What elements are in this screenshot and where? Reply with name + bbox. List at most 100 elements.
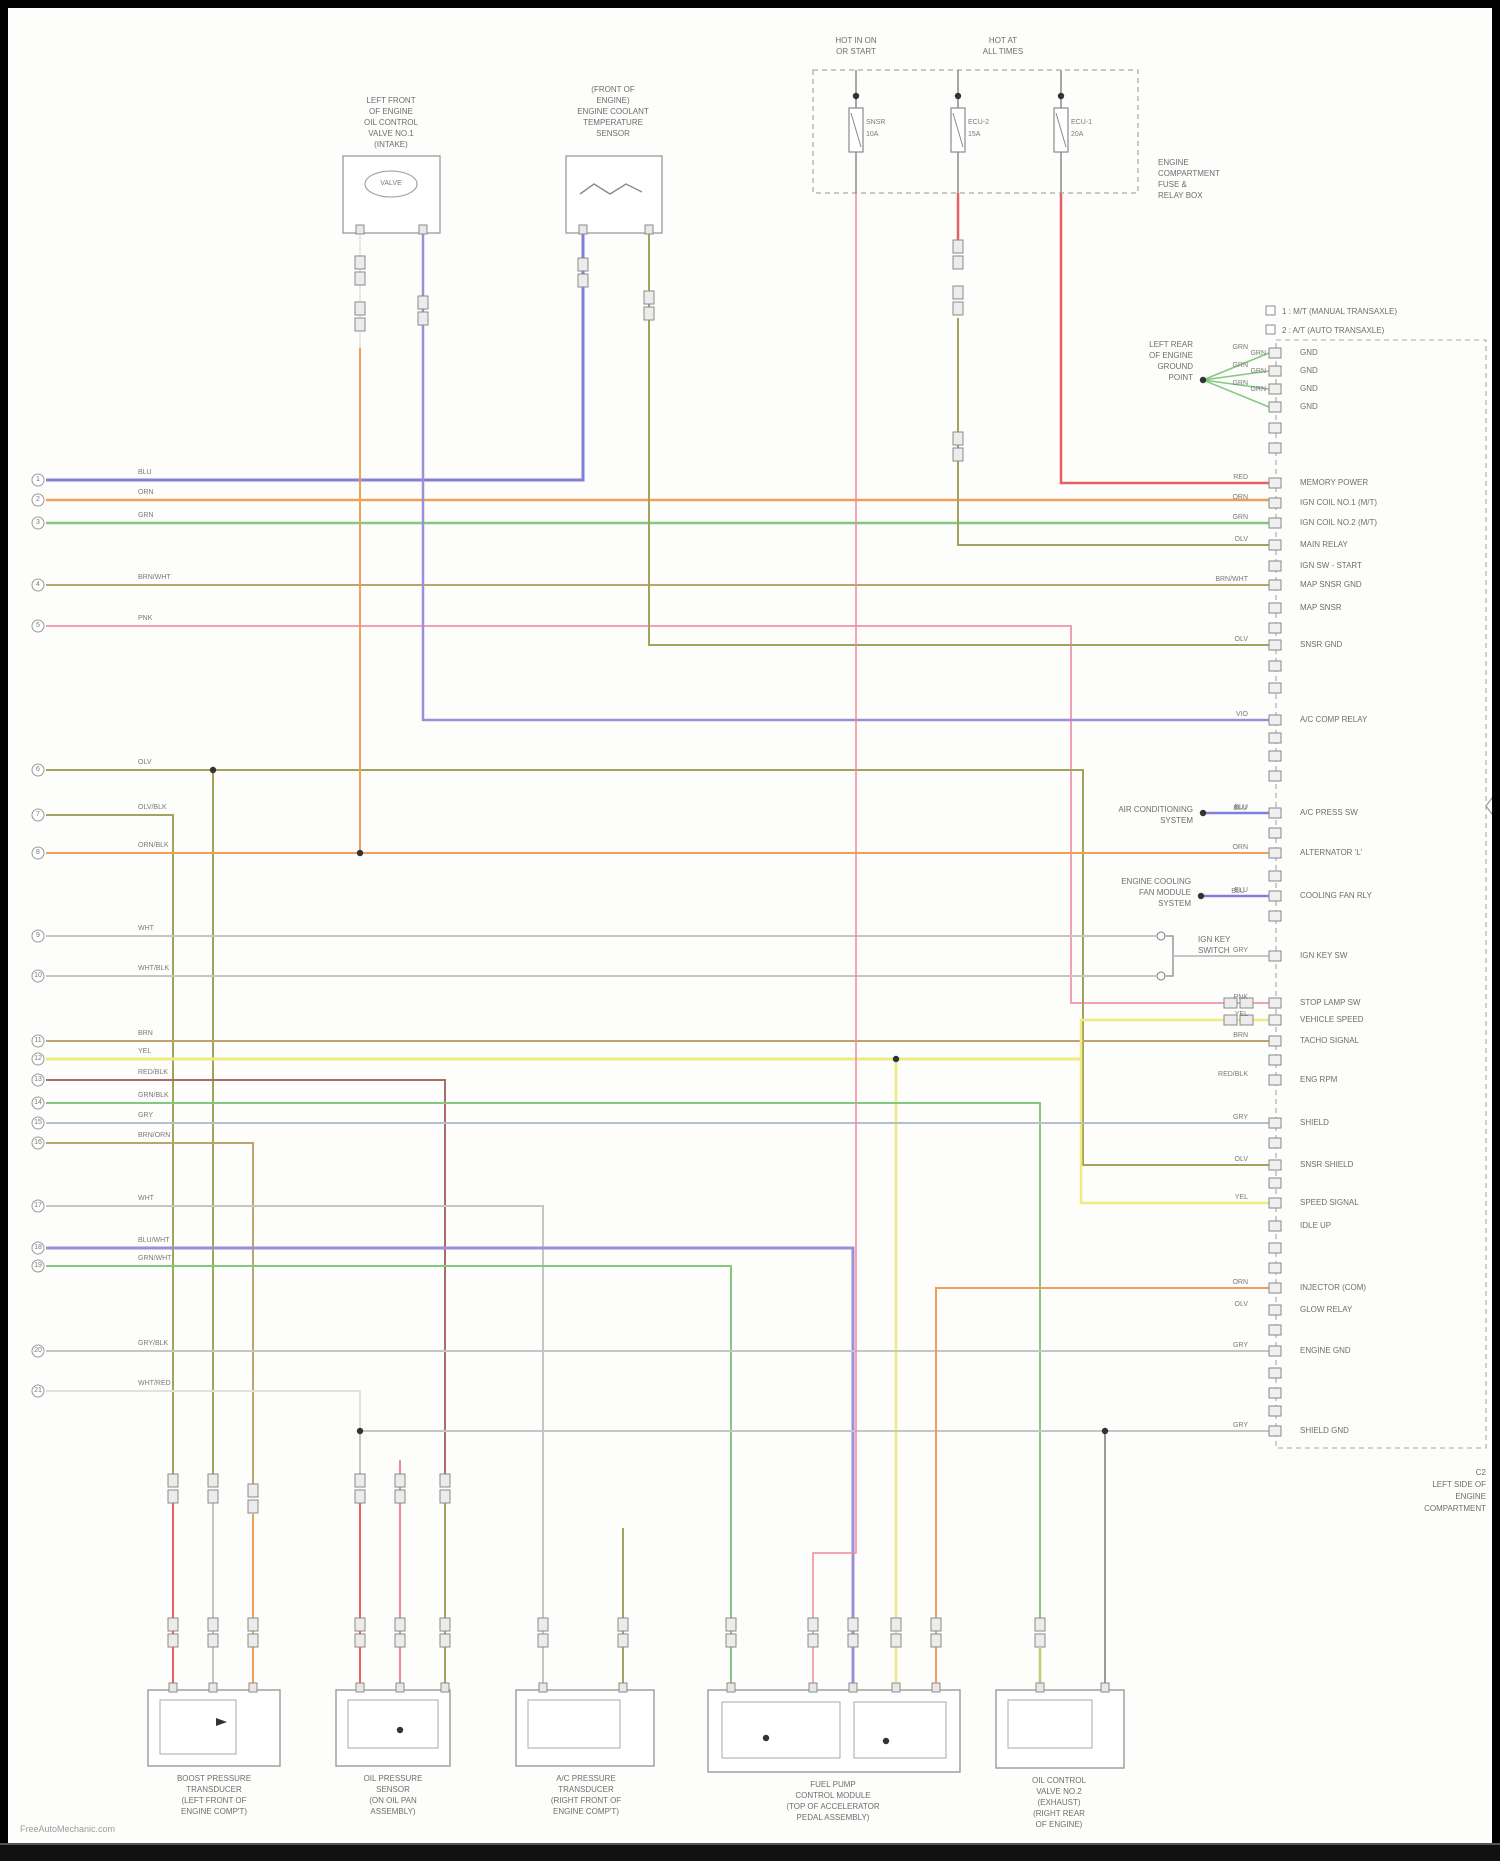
ground-callout: LEFT REAR — [1149, 340, 1193, 349]
stub-wire-color: GRY/BLK — [138, 1340, 169, 1347]
inline-connector — [807, 1633, 819, 1648]
component-label: TRANSDUCER — [558, 1785, 614, 1794]
junction-dot — [1197, 892, 1205, 900]
stub-number-circle — [31, 1241, 45, 1255]
pin-wire-color: GRN — [1232, 514, 1248, 521]
connector-pin — [1268, 1159, 1282, 1171]
connector-pin — [1268, 497, 1282, 509]
fuse-element — [952, 112, 964, 148]
inline-connector — [394, 1617, 406, 1632]
fuse-rating: 15A — [968, 131, 981, 138]
stub-number: 5 — [36, 622, 40, 629]
inline-connector — [394, 1633, 406, 1648]
pin-wire-color: BRN/WHT — [1215, 576, 1248, 583]
pin-wire-color: OLV — [1234, 536, 1249, 543]
stub-wire-color: ORN/BLK — [138, 842, 169, 849]
terminal-pin — [418, 224, 428, 235]
junction-dot — [1199, 376, 1207, 384]
connector-pin — [1268, 870, 1282, 882]
system-callout: SWITCH — [1198, 946, 1230, 955]
fuse-rating: 10A — [866, 131, 879, 138]
component-label: (EXHAUST) — [1037, 1798, 1081, 1807]
stub-number: 10 — [34, 972, 42, 979]
connector-pin — [1268, 1035, 1282, 1047]
inline-connector — [807, 1617, 819, 1632]
stub-number-circle — [31, 1259, 45, 1273]
stub-number-circle — [31, 1034, 45, 1048]
ground-callout: GROUND — [1157, 362, 1193, 371]
terminal-pin — [891, 1682, 901, 1693]
pin-wire-color: GRN — [1232, 344, 1248, 351]
fuse-element — [1055, 112, 1067, 148]
pin-signal-label: SPEED SIGNAL — [1300, 1198, 1359, 1207]
junction-dot — [1199, 809, 1207, 817]
connector-pin — [1268, 1220, 1282, 1232]
inline-connector — [1034, 1633, 1046, 1648]
wire — [421, 234, 1269, 722]
stub-number: 14 — [34, 1099, 42, 1106]
wire — [1202, 352, 1270, 381]
inline-connector — [930, 1633, 942, 1648]
component-inner — [527, 1699, 621, 1749]
component-label: BOOST PRESSURE — [176, 1774, 252, 1783]
fuse-box-header: HOT IN ON — [835, 36, 877, 45]
thermistor-symbol — [579, 183, 643, 195]
pin-wire-color: ORN — [1232, 844, 1248, 851]
connector-pin — [1268, 714, 1282, 726]
pin-signal-label: A/C PRESS SW — [1300, 808, 1358, 817]
pin-signal-label: MAP SNSR — [1300, 603, 1342, 612]
wire — [46, 1102, 1041, 1620]
inline-connector — [537, 1633, 549, 1648]
component-label: (FRONT OF — [591, 85, 635, 94]
inline-connector — [439, 1489, 451, 1504]
inline-connector — [1239, 997, 1254, 1009]
junction-dot — [762, 1734, 770, 1742]
stub-number-circle — [31, 1096, 45, 1110]
wire — [46, 1246, 855, 1690]
ground-callout: POINT — [1168, 373, 1193, 382]
pin-wire-color: OLV — [1234, 1156, 1249, 1163]
valve-symbol — [364, 170, 418, 198]
wire — [1059, 193, 1269, 485]
inline-connector — [417, 311, 429, 326]
component-box — [147, 1689, 281, 1767]
connector-pin — [1268, 1197, 1282, 1209]
wire — [46, 769, 1269, 1166]
connector-id-label: LEFT SIDE OF — [1432, 1480, 1486, 1489]
component-inner — [721, 1701, 841, 1759]
inline-connector — [247, 1617, 259, 1632]
connector-pin — [1268, 517, 1282, 529]
inline-connector — [725, 1617, 737, 1632]
stub-number: 6 — [36, 766, 40, 773]
terminal-pin — [355, 224, 365, 235]
component-label: (INTAKE) — [374, 140, 408, 149]
fan-wire-color: GRN — [1250, 350, 1266, 357]
pin-signal-label: IDLE UP — [1300, 1221, 1332, 1230]
component-box — [342, 155, 441, 234]
component-label: (RIGHT FRONT OF — [550, 1796, 622, 1805]
component-label: CONTROL MODULE — [795, 1791, 871, 1800]
stub-wire-color: BRN/WHT — [138, 574, 171, 581]
connector-pin — [1268, 1304, 1282, 1316]
connector-pin — [1268, 750, 1282, 762]
connector-pin — [1268, 682, 1282, 694]
pin-wire-color: BLU — [1234, 887, 1248, 894]
stub-number: 7 — [36, 811, 40, 818]
connector-pin — [1268, 770, 1282, 782]
connector-pin — [1268, 1367, 1282, 1379]
inline-connector — [167, 1473, 179, 1488]
connector-pin — [1268, 1262, 1282, 1274]
stub-number-circle — [31, 763, 45, 777]
wire — [46, 625, 1269, 1004]
stub-wire-color: BLU — [138, 469, 152, 476]
wire — [812, 193, 857, 1690]
stub-number-circle — [31, 516, 45, 530]
wire — [46, 1079, 446, 1474]
terminal-pin — [395, 1682, 405, 1693]
fuse-box-header: ALL TIMES — [982, 47, 1024, 56]
stub-number: 8 — [36, 849, 40, 856]
terminal-pin — [168, 1682, 178, 1693]
legend-box-icon — [1265, 324, 1276, 335]
fan-wire-color: GRN — [1250, 368, 1266, 375]
connector-pin — [1268, 442, 1282, 454]
